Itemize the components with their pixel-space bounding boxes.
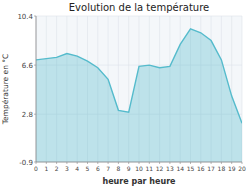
chart-container: 01234567891011121314151617181920-0.92.86… — [0, 0, 250, 188]
y-axis-label: Température en °C — [1, 54, 10, 126]
x-tick — [149, 162, 150, 164]
x-tick-label: 13 — [166, 165, 174, 172]
x-tick-label: 18 — [218, 165, 226, 172]
x-tick — [56, 162, 57, 164]
x-axis-label: heure par heure — [102, 177, 176, 186]
x-tick-label: 8 — [116, 165, 120, 172]
x-tick-label: 15 — [187, 165, 195, 172]
data-layer — [36, 29, 242, 162]
line — [36, 29, 242, 123]
x-tick-label: 2 — [55, 165, 59, 172]
x-tick-label: 12 — [156, 165, 164, 172]
x-tick — [108, 162, 109, 164]
x-tick — [180, 162, 181, 164]
y-tick-label: 10.4 — [17, 13, 33, 21]
x-tick — [46, 162, 47, 164]
y-tick — [34, 16, 36, 17]
x-tick-label: 0 — [34, 165, 38, 172]
y-tick-label: 6.6 — [22, 62, 34, 70]
x-tick — [169, 162, 170, 164]
x-tick-label: 7 — [106, 165, 110, 172]
x-tick-label: 14 — [176, 165, 184, 172]
x-tick-label: 16 — [197, 165, 205, 172]
x-tick — [159, 162, 160, 164]
x-tick-label: 11 — [145, 165, 153, 172]
x-tick-label: 6 — [96, 165, 100, 172]
x-tick-label: 10 — [135, 165, 143, 172]
x-tick-label: 20 — [238, 165, 246, 172]
x-tick-label: 9 — [127, 165, 131, 172]
x-tick — [231, 162, 232, 164]
x-tick — [87, 162, 88, 164]
x-tick — [221, 162, 222, 164]
x-tick — [97, 162, 98, 164]
x-tick-label: 19 — [228, 165, 236, 172]
x-tick — [190, 162, 191, 164]
y-tick — [34, 162, 36, 163]
x-tick — [200, 162, 201, 164]
grid — [36, 16, 242, 162]
x-tick-label: 1 — [44, 165, 48, 172]
area — [36, 29, 242, 162]
plot-background — [36, 16, 242, 162]
x-tick — [77, 162, 78, 164]
x-tick-label: 3 — [65, 165, 69, 172]
y-tick-label: -0.9 — [19, 159, 33, 167]
y-tick — [34, 65, 36, 66]
axes: 01234567891011121314151617181920-0.92.86… — [17, 13, 246, 173]
x-tick — [118, 162, 119, 164]
y-axis-line — [36, 16, 37, 162]
x-tick — [139, 162, 140, 164]
x-tick — [66, 162, 67, 164]
x-tick-label: 4 — [75, 165, 79, 172]
y-tick — [34, 114, 36, 115]
x-tick — [211, 162, 212, 164]
x-tick-label: 17 — [207, 165, 215, 172]
x-tick — [242, 162, 243, 164]
chart: 01234567891011121314151617181920-0.92.86… — [0, 0, 250, 188]
x-grid-line — [36, 16, 37, 162]
x-tick-label: 5 — [86, 165, 90, 172]
x-tick — [128, 162, 129, 164]
y-tick-label: 2.8 — [22, 111, 33, 119]
y-grid-line — [36, 16, 242, 17]
title: Evolution de la température — [69, 2, 209, 13]
